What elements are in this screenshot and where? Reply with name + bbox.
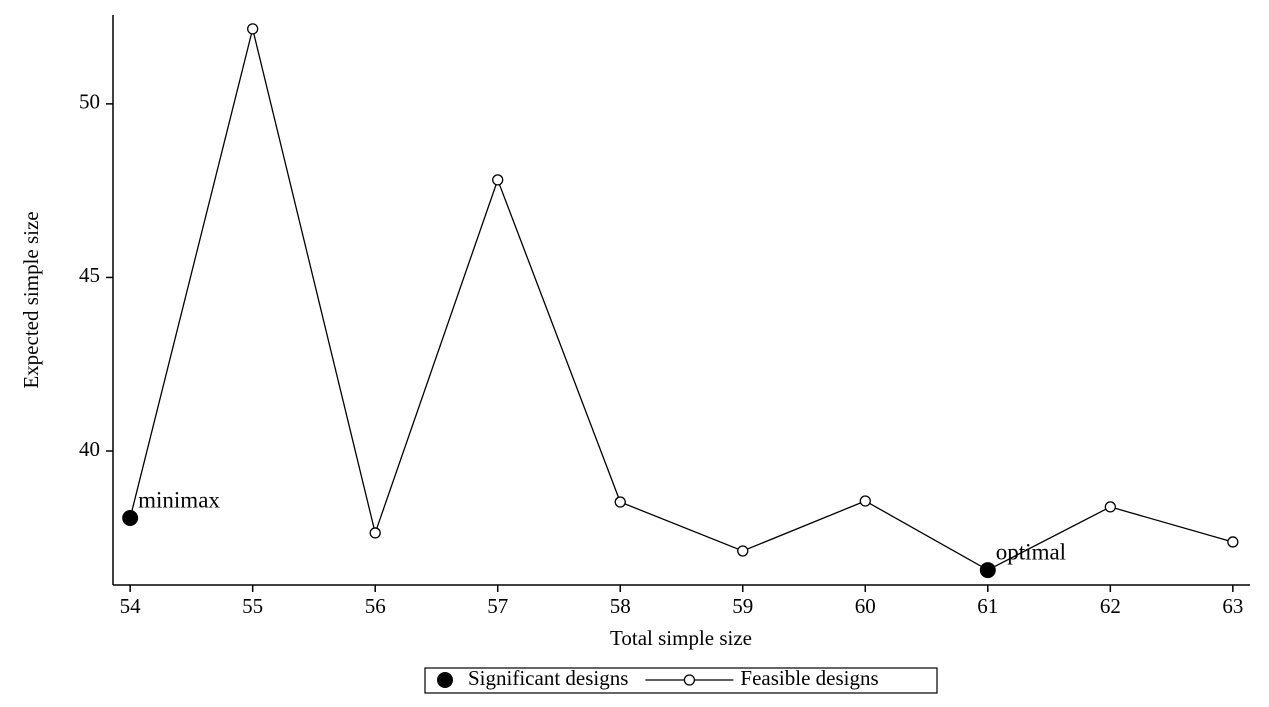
significant-marker xyxy=(122,510,139,527)
legend-marker xyxy=(683,674,696,686)
y-tick-label: 50 xyxy=(79,90,100,114)
feasible-marker xyxy=(1227,536,1239,548)
x-tick-label: 58 xyxy=(610,594,631,618)
x-axis-label: Total simple size xyxy=(610,626,752,650)
feasible-marker xyxy=(737,545,749,557)
feasible-marker xyxy=(247,23,259,35)
x-tick-label: 63 xyxy=(1222,594,1243,618)
feasible-marker xyxy=(1104,501,1116,513)
feasible-marker xyxy=(614,496,626,508)
y-tick-label: 40 xyxy=(79,437,100,461)
x-tick-label: 61 xyxy=(977,594,998,618)
series-line xyxy=(129,28,1234,571)
significant-marker xyxy=(979,562,996,579)
legend-box xyxy=(424,667,938,694)
y-tick-label: 45 xyxy=(79,263,100,287)
feasible-marker xyxy=(859,495,871,507)
y-axis-label: Expected simple size xyxy=(19,211,43,388)
x-tick-label: 54 xyxy=(120,594,142,618)
legend-label: Significant designs xyxy=(468,666,628,690)
point-annotation: minimax xyxy=(138,487,220,512)
legend-marker xyxy=(437,672,453,688)
x-tick-label: 56 xyxy=(365,594,386,618)
x-tick-label: 59 xyxy=(732,594,753,618)
point-annotation: optimal xyxy=(996,539,1066,564)
legend-label: Feasible designs xyxy=(740,666,878,690)
x-tick-label: 62 xyxy=(1100,594,1121,618)
x-tick-label: 60 xyxy=(855,594,876,618)
feasible-marker xyxy=(492,174,504,186)
feasible-marker xyxy=(369,527,381,539)
x-tick-label: 55 xyxy=(242,594,263,618)
x-tick-label: 57 xyxy=(487,594,508,618)
